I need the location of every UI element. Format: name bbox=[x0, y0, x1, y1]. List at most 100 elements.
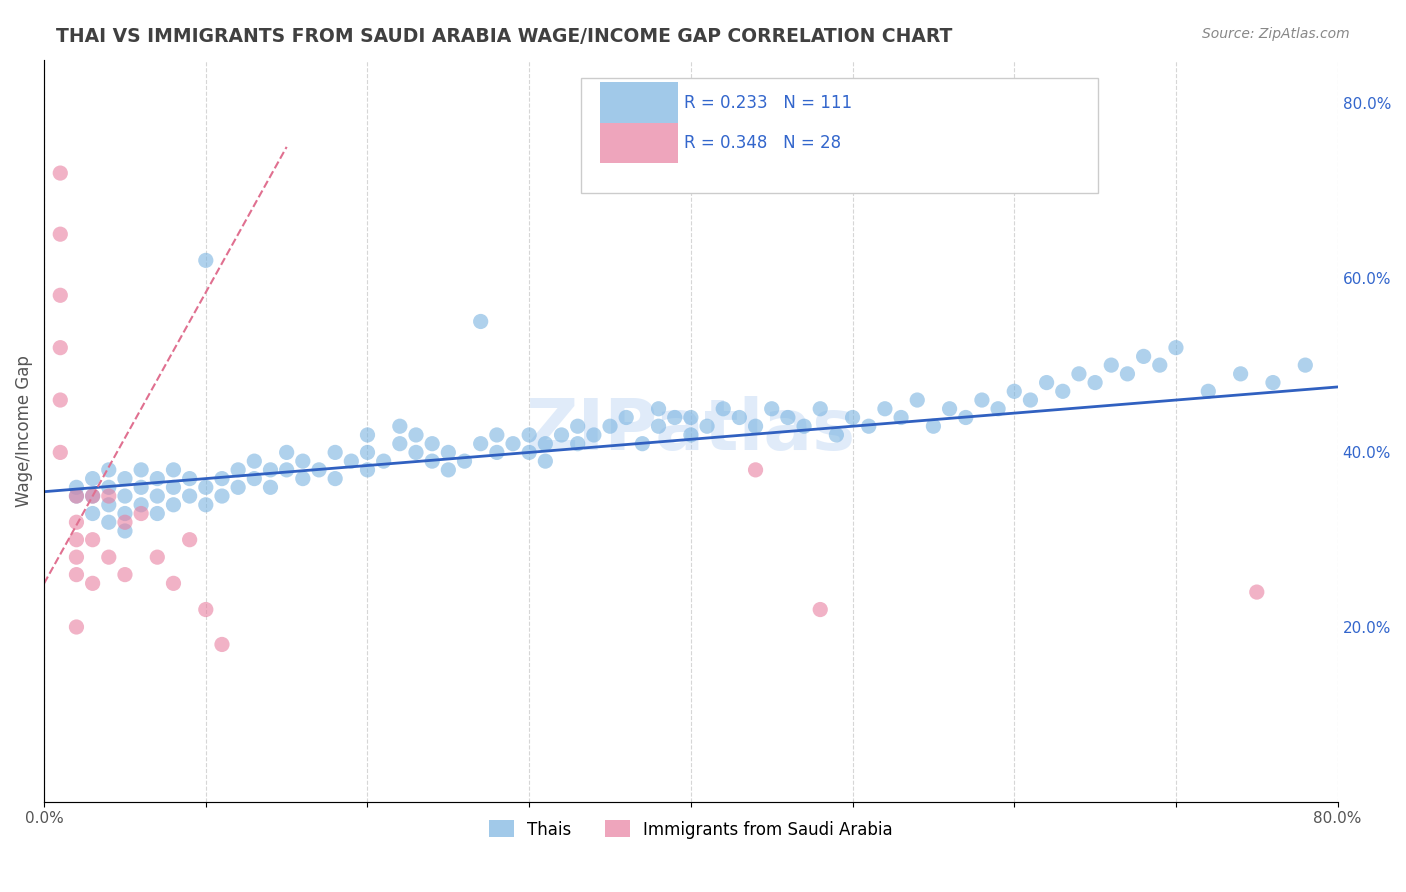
Text: ZIPatlas: ZIPatlas bbox=[526, 396, 856, 465]
Immigrants from Saudi Arabia bbox=[179, 533, 201, 547]
Thais bbox=[276, 463, 298, 477]
Thais bbox=[437, 445, 460, 459]
Thais bbox=[129, 480, 152, 494]
Thais bbox=[1052, 384, 1074, 399]
Thais bbox=[308, 463, 330, 477]
Thais bbox=[938, 401, 960, 416]
Thais bbox=[65, 489, 87, 503]
Thais bbox=[1197, 384, 1219, 399]
Immigrants from Saudi Arabia bbox=[49, 227, 72, 242]
Thais bbox=[582, 428, 605, 442]
Thais bbox=[905, 392, 928, 407]
Immigrants from Saudi Arabia bbox=[49, 166, 72, 180]
Thais bbox=[1084, 376, 1107, 390]
Immigrants from Saudi Arabia bbox=[49, 341, 72, 355]
Thais bbox=[323, 472, 346, 486]
Thais bbox=[114, 524, 136, 538]
Immigrants from Saudi Arabia bbox=[49, 288, 72, 302]
Thais bbox=[388, 419, 411, 434]
Thais bbox=[405, 445, 427, 459]
Immigrants from Saudi Arabia bbox=[211, 637, 233, 651]
Thais bbox=[162, 498, 184, 512]
Thais bbox=[647, 419, 669, 434]
Immigrants from Saudi Arabia bbox=[65, 533, 87, 547]
Thais bbox=[873, 401, 896, 416]
Thais bbox=[114, 507, 136, 521]
Immigrants from Saudi Arabia bbox=[82, 533, 104, 547]
Thais bbox=[226, 463, 249, 477]
Thais bbox=[420, 454, 443, 468]
Thais bbox=[1261, 376, 1284, 390]
Thais bbox=[179, 472, 201, 486]
Immigrants from Saudi Arabia bbox=[114, 515, 136, 529]
Thais bbox=[728, 410, 751, 425]
Thais bbox=[858, 419, 880, 434]
Thais bbox=[129, 463, 152, 477]
Immigrants from Saudi Arabia bbox=[65, 567, 87, 582]
Immigrants from Saudi Arabia bbox=[49, 392, 72, 407]
FancyBboxPatch shape bbox=[581, 78, 1098, 194]
Thais bbox=[405, 428, 427, 442]
Immigrants from Saudi Arabia bbox=[97, 550, 120, 565]
Legend: Thais, Immigrants from Saudi Arabia: Thais, Immigrants from Saudi Arabia bbox=[482, 814, 900, 846]
Thais bbox=[1164, 341, 1187, 355]
Thais bbox=[114, 472, 136, 486]
Thais bbox=[259, 463, 281, 477]
Thais bbox=[162, 480, 184, 494]
Thais bbox=[211, 489, 233, 503]
Thais bbox=[65, 480, 87, 494]
Thais bbox=[567, 436, 589, 450]
Thais bbox=[179, 489, 201, 503]
Text: Source: ZipAtlas.com: Source: ZipAtlas.com bbox=[1202, 27, 1350, 41]
FancyBboxPatch shape bbox=[600, 123, 678, 163]
Thais bbox=[1019, 392, 1042, 407]
Thais bbox=[356, 463, 378, 477]
Thais bbox=[129, 498, 152, 512]
Thais bbox=[485, 445, 508, 459]
Immigrants from Saudi Arabia bbox=[114, 567, 136, 582]
Immigrants from Saudi Arabia bbox=[162, 576, 184, 591]
Immigrants from Saudi Arabia bbox=[97, 489, 120, 503]
Thais bbox=[808, 401, 831, 416]
Thais bbox=[744, 419, 766, 434]
Thais bbox=[485, 428, 508, 442]
Thais bbox=[388, 436, 411, 450]
Thais bbox=[373, 454, 395, 468]
Text: R = 0.348   N = 28: R = 0.348 N = 28 bbox=[685, 135, 842, 153]
Immigrants from Saudi Arabia bbox=[808, 602, 831, 616]
Thais bbox=[696, 419, 718, 434]
Thais bbox=[1002, 384, 1025, 399]
Thais bbox=[97, 480, 120, 494]
Thais bbox=[97, 463, 120, 477]
Thais bbox=[761, 401, 783, 416]
Thais bbox=[97, 498, 120, 512]
Thais bbox=[1099, 358, 1122, 372]
Thais bbox=[776, 410, 799, 425]
Immigrants from Saudi Arabia bbox=[49, 445, 72, 459]
Thais bbox=[211, 472, 233, 486]
Thais bbox=[226, 480, 249, 494]
Thais bbox=[470, 314, 492, 328]
Thais bbox=[793, 419, 815, 434]
Thais bbox=[114, 489, 136, 503]
Thais bbox=[276, 445, 298, 459]
Thais bbox=[550, 428, 572, 442]
Thais bbox=[825, 428, 848, 442]
Thais bbox=[1116, 367, 1139, 381]
Thais bbox=[664, 410, 686, 425]
Text: R = 0.233   N = 111: R = 0.233 N = 111 bbox=[685, 94, 852, 112]
Thais bbox=[437, 463, 460, 477]
Thais bbox=[340, 454, 363, 468]
Thais bbox=[599, 419, 621, 434]
Thais bbox=[82, 507, 104, 521]
Immigrants from Saudi Arabia bbox=[744, 463, 766, 477]
Thais bbox=[291, 454, 314, 468]
Thais bbox=[631, 436, 654, 450]
Thais bbox=[82, 489, 104, 503]
Thais bbox=[502, 436, 524, 450]
Thais bbox=[356, 428, 378, 442]
Thais bbox=[162, 463, 184, 477]
Thais bbox=[146, 489, 169, 503]
Immigrants from Saudi Arabia bbox=[1246, 585, 1268, 599]
Immigrants from Saudi Arabia bbox=[146, 550, 169, 565]
